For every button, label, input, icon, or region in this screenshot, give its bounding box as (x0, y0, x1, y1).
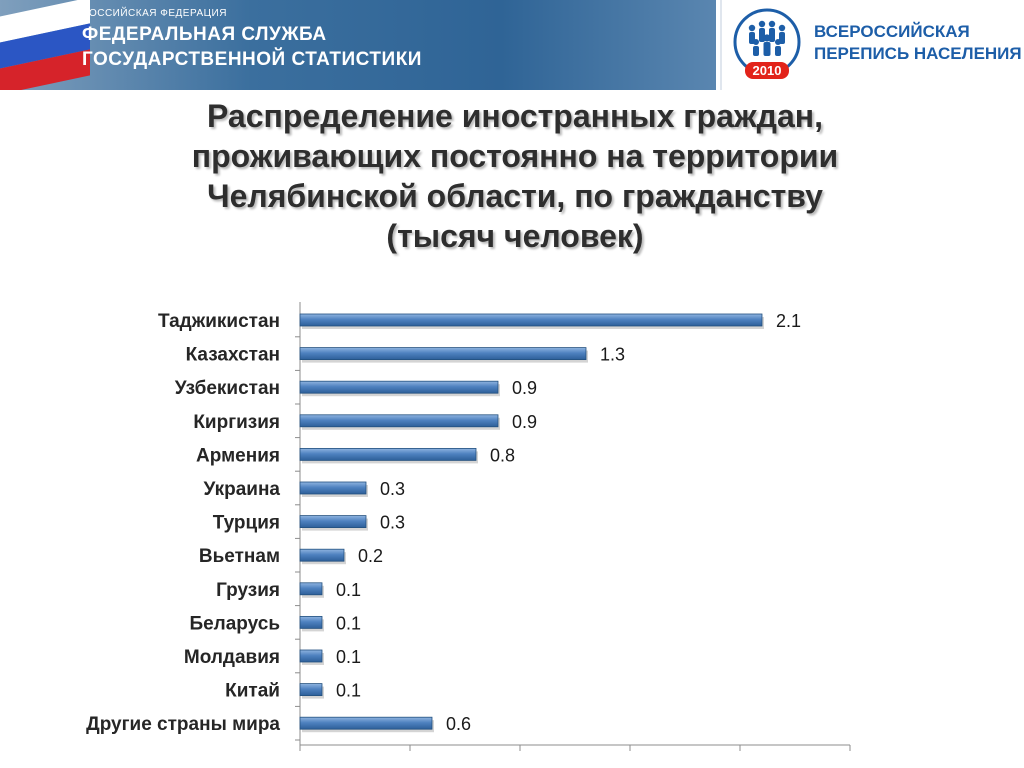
category-label: Киргизия (193, 412, 280, 433)
bar (299, 716, 433, 730)
bar-chart: Таджикистан 2.1 Казахстан 1.3 Узбекистан 0.9 К… (86, 302, 851, 751)
value-label: 0.6 (446, 714, 471, 734)
bar (299, 347, 587, 360)
value-label: 0.3 (380, 479, 405, 499)
category-label: Турция (213, 513, 280, 534)
value-label: 0.1 (336, 681, 361, 701)
category-label: Грузия (216, 580, 280, 601)
bar (299, 380, 499, 394)
value-label: 0.2 (358, 546, 383, 566)
value-label: 0.8 (490, 445, 515, 465)
category-label: Китай (225, 681, 280, 702)
bar (299, 615, 323, 629)
census-year: 2010 (753, 63, 782, 78)
slide-header: РОССИЙСКАЯ ФЕДЕРАЦИЯ ФЕДЕРАЛЬНАЯ СЛУЖБА … (0, 0, 1024, 90)
rosstat-name-line1: ФЕДЕРАЛЬНАЯ СЛУЖБА (82, 24, 327, 45)
bar (299, 313, 763, 327)
category-label: Украина (203, 479, 280, 500)
bar (299, 683, 323, 697)
category-label: Таджикистан (158, 311, 280, 332)
census-title-line2: ПЕРЕПИСЬ НАСЕЛЕНИЯ (814, 44, 1022, 63)
title-line-3: Челябинской области, по гражданству (207, 178, 823, 214)
census-title-line1: ВСЕРОССИЙСКАЯ (814, 22, 970, 41)
category-label: Беларусь (189, 613, 280, 634)
value-label: 2.1 (776, 311, 801, 331)
value-label: 1.3 (600, 345, 625, 365)
value-label: 0.9 (512, 378, 537, 398)
rosstat-name-line2: ГОСУДАРСТВЕННОЙ СТАТИСТИКИ (82, 49, 422, 70)
value-label: 0.1 (336, 647, 361, 667)
category-label: Казахстан (186, 345, 280, 366)
chart-title: Распределение иностранных граждан, прожи… (110, 96, 920, 256)
bar (299, 649, 323, 663)
category-label: Вьетнам (199, 546, 280, 567)
census-logo: 2010 ВСЕРОССИЙСКАЯ ПЕРЕПИСЬ НАСЕЛЕНИЯ (720, 0, 1024, 90)
russian-flag-icon (0, 0, 90, 90)
value-label: 0.1 (336, 580, 361, 600)
title-line-2: проживающих постоянно на территории (191, 138, 839, 174)
bar (299, 515, 367, 529)
bar (299, 447, 477, 461)
value-label: 0.9 (512, 412, 537, 432)
category-label: Армения (196, 445, 280, 466)
rosstat-banner: РОССИЙСКАЯ ФЕДЕРАЦИЯ ФЕДЕРАЛЬНАЯ СЛУЖБА … (0, 0, 716, 90)
title-line-1: Распределение иностранных граждан, (207, 98, 823, 134)
bar (299, 481, 367, 495)
bar (299, 414, 499, 428)
bar (299, 548, 345, 562)
value-label: 0.3 (380, 513, 405, 533)
rosstat-country-label: РОССИЙСКАЯ ФЕДЕРАЦИЯ (82, 8, 227, 19)
value-label: 0.1 (336, 613, 361, 633)
category-label: Другие страны мира (86, 714, 280, 735)
census-emblem-icon: 2010 (733, 8, 801, 79)
category-label: Молдавия (184, 647, 280, 668)
title-line-4: (тысяч человек) (386, 218, 644, 254)
bar (299, 582, 323, 596)
category-label: Узбекистан (175, 378, 280, 399)
